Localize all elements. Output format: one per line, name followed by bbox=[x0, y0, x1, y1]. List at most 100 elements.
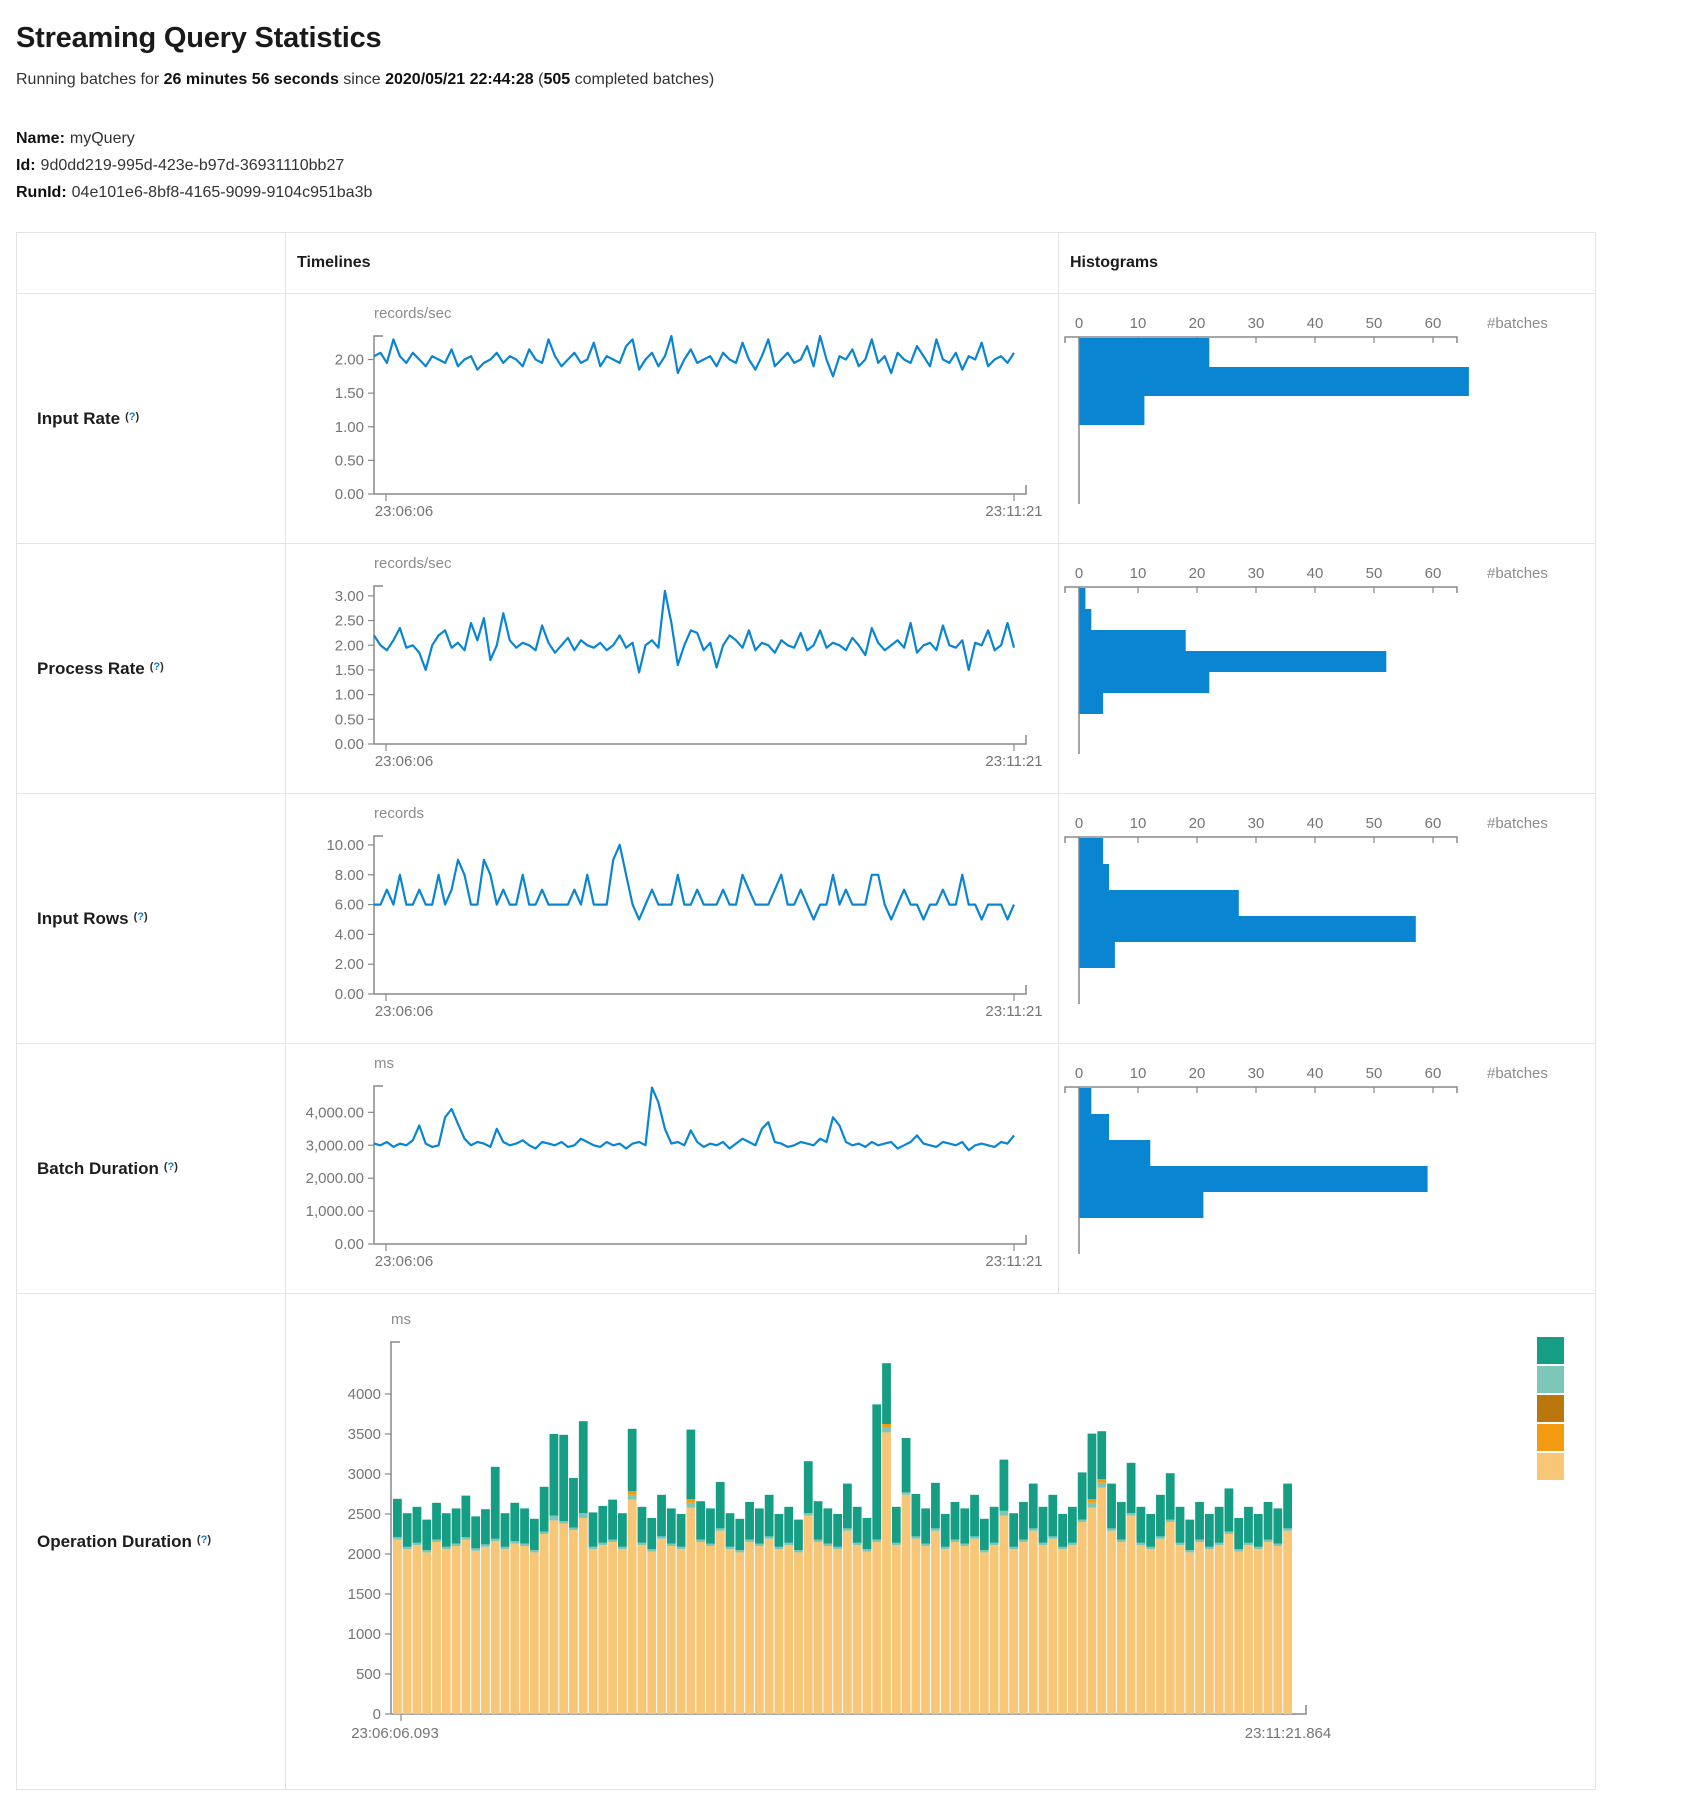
help-icon[interactable]: (?) bbox=[163, 1160, 178, 1173]
segment-teal bbox=[911, 1494, 921, 1537]
segment-teal bbox=[549, 1434, 559, 1516]
help-icon[interactable]: (?) bbox=[149, 660, 164, 673]
segment-teal bbox=[588, 1512, 598, 1547]
svg-text:40: 40 bbox=[1307, 315, 1324, 332]
segment-teal bbox=[999, 1459, 1009, 1511]
segment-light-teal bbox=[794, 1550, 803, 1553]
segment-teal bbox=[451, 1508, 461, 1544]
segment-orange bbox=[686, 1499, 696, 1503]
segment-teal bbox=[706, 1508, 715, 1544]
segment-tan bbox=[441, 1549, 451, 1714]
segment-tan bbox=[764, 1538, 774, 1714]
segment-teal bbox=[647, 1518, 657, 1550]
segment-tan bbox=[686, 1507, 696, 1714]
segment-light-teal bbox=[1156, 1536, 1165, 1539]
svg-text:4,000.00: 4,000.00 bbox=[306, 1104, 364, 1121]
segment-light-teal bbox=[1126, 1513, 1136, 1516]
hist-bar bbox=[1079, 864, 1109, 890]
runid-value: 04e101e6-8bf8-4165-9099-9104c951ba3b bbox=[71, 184, 373, 201]
svg-text:60: 60 bbox=[1425, 315, 1442, 332]
segment-teal bbox=[1009, 1513, 1019, 1547]
segment-tan bbox=[598, 1545, 608, 1714]
segment-tan bbox=[676, 1549, 686, 1714]
hist-bar bbox=[1079, 672, 1210, 693]
segment-tan bbox=[1234, 1551, 1244, 1714]
segment-teal bbox=[774, 1514, 784, 1547]
segment-tan bbox=[1156, 1538, 1165, 1714]
svg-text:8.00: 8.00 bbox=[335, 867, 364, 884]
hist-bar bbox=[1079, 890, 1239, 916]
hist-bar bbox=[1079, 916, 1416, 942]
segment-tan bbox=[1165, 1522, 1175, 1714]
svg-text:0: 0 bbox=[1075, 1065, 1083, 1082]
segment-tan bbox=[618, 1549, 627, 1714]
segment-teal bbox=[891, 1506, 901, 1543]
svg-text:2,000.00: 2,000.00 bbox=[306, 1170, 364, 1187]
segment-tan bbox=[549, 1520, 559, 1714]
segment-light-teal bbox=[451, 1543, 461, 1546]
segment-light-teal bbox=[735, 1550, 745, 1553]
svg-text:#batches: #batches bbox=[1487, 1065, 1548, 1082]
segment-orange bbox=[1097, 1479, 1107, 1483]
help-icon[interactable]: (?) bbox=[196, 1533, 211, 1546]
segment-teal bbox=[1019, 1502, 1028, 1540]
segment-light-teal bbox=[588, 1546, 598, 1550]
segment-tan bbox=[559, 1523, 569, 1714]
svg-text:23:11:21: 23:11:21 bbox=[985, 1253, 1042, 1270]
hist-bar bbox=[1079, 609, 1092, 630]
segment-light-teal bbox=[1038, 1542, 1048, 1546]
segment-light-teal bbox=[1195, 1539, 1204, 1542]
segment-tan bbox=[412, 1545, 422, 1714]
segment-tan bbox=[931, 1530, 940, 1714]
hist-bar bbox=[1079, 367, 1469, 396]
segment-light-teal bbox=[490, 1538, 500, 1542]
segment-teal bbox=[569, 1478, 578, 1528]
segment-tan bbox=[393, 1539, 402, 1714]
segment-light-teal bbox=[921, 1543, 931, 1546]
help-icon[interactable]: (?) bbox=[133, 910, 148, 923]
hist-bar bbox=[1079, 338, 1210, 367]
segment-light-teal bbox=[1048, 1536, 1058, 1539]
segment-light-teal bbox=[754, 1543, 764, 1546]
svg-text:0.50: 0.50 bbox=[335, 452, 364, 469]
segment-light-teal bbox=[715, 1528, 725, 1531]
legend-swatch-0 bbox=[1537, 1337, 1564, 1364]
segment-teal bbox=[1077, 1472, 1087, 1520]
segment-teal bbox=[1273, 1508, 1283, 1544]
segment-light-teal bbox=[989, 1542, 999, 1546]
svg-text:23:06:06: 23:06:06 bbox=[375, 503, 433, 520]
help-icon[interactable]: (?) bbox=[125, 410, 140, 423]
segment-light-teal bbox=[1028, 1528, 1038, 1531]
segment-tan bbox=[784, 1545, 794, 1714]
segment-light-teal bbox=[823, 1543, 833, 1546]
segment-tan bbox=[1028, 1530, 1038, 1714]
segment-teal bbox=[764, 1494, 774, 1537]
segment-light-teal bbox=[1185, 1550, 1195, 1553]
timeline-line bbox=[374, 843, 1016, 921]
segment-light-teal bbox=[803, 1513, 813, 1516]
hist-bar bbox=[1079, 693, 1104, 714]
svg-text:4.00: 4.00 bbox=[335, 926, 364, 943]
segment-tan bbox=[569, 1530, 578, 1714]
segment-light-teal bbox=[1234, 1549, 1244, 1552]
hist-bar bbox=[1079, 588, 1086, 609]
segment-tan bbox=[1253, 1549, 1263, 1714]
segment-tan bbox=[451, 1546, 461, 1714]
segment-teal bbox=[1214, 1506, 1224, 1543]
completed-batches-count: 505 bbox=[543, 71, 571, 88]
hist-bar bbox=[1079, 396, 1145, 425]
segment-teal bbox=[1028, 1483, 1038, 1529]
segment-tan bbox=[500, 1549, 510, 1714]
segment-teal bbox=[1175, 1506, 1185, 1543]
segment-teal bbox=[960, 1508, 970, 1544]
segment-light-teal bbox=[1009, 1546, 1019, 1550]
svg-text:#batches: #batches bbox=[1487, 565, 1548, 582]
segment-teal bbox=[1136, 1506, 1146, 1543]
segment-tan bbox=[471, 1550, 481, 1714]
segment-tan bbox=[1195, 1542, 1204, 1714]
segment-tan bbox=[666, 1546, 676, 1714]
segment-tan bbox=[1058, 1549, 1067, 1714]
segment-teal bbox=[872, 1404, 882, 1540]
segment-teal bbox=[784, 1506, 794, 1543]
segment-teal bbox=[657, 1494, 666, 1537]
